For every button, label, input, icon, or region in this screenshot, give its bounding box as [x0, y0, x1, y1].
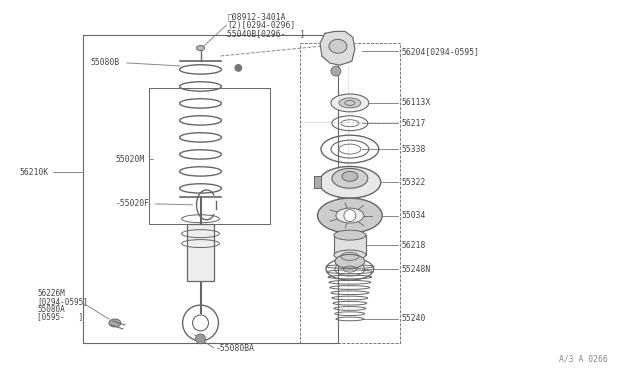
- Text: 55034: 55034: [402, 211, 426, 220]
- Ellipse shape: [342, 171, 358, 181]
- Ellipse shape: [334, 230, 366, 240]
- Text: (2)[0294-0296]: (2)[0294-0296]: [227, 21, 296, 30]
- Text: -55020F: -55020F: [116, 199, 150, 208]
- Circle shape: [344, 209, 356, 221]
- Text: 55080B: 55080B: [91, 58, 120, 67]
- Ellipse shape: [335, 254, 365, 268]
- Ellipse shape: [196, 45, 205, 51]
- Ellipse shape: [109, 319, 121, 327]
- Text: [0595-   ]: [0595- ]: [37, 312, 83, 321]
- Text: 56226M: 56226M: [37, 289, 65, 298]
- Ellipse shape: [317, 198, 382, 233]
- Ellipse shape: [339, 98, 361, 108]
- Text: 56217: 56217: [402, 119, 426, 128]
- Text: 55040B[0296-   ]: 55040B[0296- ]: [227, 29, 305, 38]
- Text: -55080BA: -55080BA: [216, 344, 255, 353]
- Ellipse shape: [332, 169, 368, 188]
- Bar: [314, 176, 321, 188]
- Text: ⓝ08912-3401A: ⓝ08912-3401A: [227, 13, 286, 22]
- Circle shape: [235, 64, 242, 71]
- Ellipse shape: [334, 250, 366, 260]
- Text: 56204[0294-0595]: 56204[0294-0595]: [402, 47, 479, 56]
- Text: [0294-0595]: [0294-0595]: [37, 296, 88, 306]
- Text: 55322: 55322: [402, 178, 426, 187]
- Circle shape: [331, 66, 341, 76]
- Text: 55020M: 55020M: [116, 155, 145, 164]
- Ellipse shape: [329, 39, 347, 53]
- Text: 56218: 56218: [402, 241, 426, 250]
- Ellipse shape: [331, 94, 369, 112]
- Text: 55338: 55338: [402, 145, 426, 154]
- Text: 55248N: 55248N: [402, 264, 431, 273]
- Text: 56113X: 56113X: [402, 99, 431, 108]
- Ellipse shape: [336, 208, 364, 223]
- Polygon shape: [320, 31, 355, 65]
- Text: 56210K: 56210K: [19, 168, 49, 177]
- Text: 55080A: 55080A: [37, 305, 65, 314]
- Circle shape: [196, 334, 205, 344]
- Text: A/3 A 0266: A/3 A 0266: [559, 354, 608, 363]
- Ellipse shape: [319, 166, 381, 198]
- Text: 55240: 55240: [402, 314, 426, 323]
- Bar: [187, 224, 214, 281]
- Bar: [334, 235, 366, 255]
